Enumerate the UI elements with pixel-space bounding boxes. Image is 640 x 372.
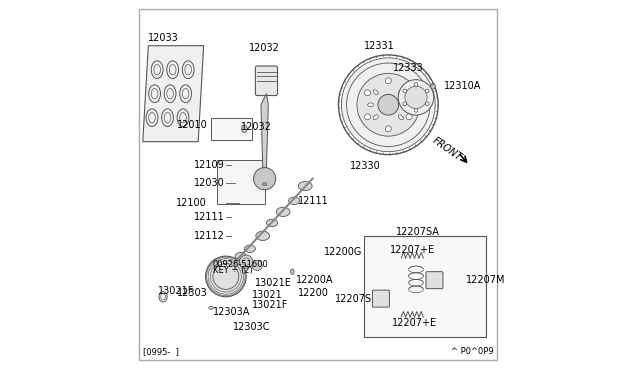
Text: [0995-  ]: [0995- ] [143, 347, 179, 356]
Ellipse shape [373, 115, 378, 120]
Ellipse shape [367, 103, 374, 107]
Ellipse shape [235, 253, 246, 260]
Text: 12303: 12303 [177, 288, 208, 298]
Bar [364, 236, 486, 337]
Text: 12111: 12111 [194, 212, 225, 222]
Text: 12032: 12032 [241, 122, 271, 132]
Text: 12109: 12109 [194, 160, 225, 170]
Ellipse shape [256, 231, 269, 240]
Circle shape [426, 89, 429, 93]
Ellipse shape [398, 115, 403, 120]
Circle shape [406, 114, 412, 120]
Circle shape [365, 90, 371, 96]
Circle shape [378, 94, 399, 115]
Text: 12303C: 12303C [233, 322, 271, 332]
Text: 12200A: 12200A [296, 275, 333, 285]
Text: 12207+E: 12207+E [392, 318, 436, 328]
Text: 13021F: 13021F [157, 286, 194, 296]
Text: 13021F: 13021F [252, 300, 288, 310]
Circle shape [414, 109, 418, 112]
Circle shape [426, 102, 429, 106]
Text: 12310A: 12310A [444, 81, 481, 91]
Text: 12303A: 12303A [213, 307, 250, 317]
Text: ^ P0^0P9: ^ P0^0P9 [451, 347, 493, 356]
Text: 12200G: 12200G [324, 247, 362, 257]
FancyBboxPatch shape [426, 272, 443, 289]
Text: 00926-51600: 00926-51600 [213, 260, 269, 269]
Ellipse shape [373, 90, 378, 95]
Text: 13021: 13021 [252, 290, 282, 300]
Text: 12207M: 12207M [466, 275, 506, 285]
Text: 12033: 12033 [148, 33, 179, 43]
Circle shape [403, 89, 406, 93]
Ellipse shape [291, 269, 294, 275]
Ellipse shape [431, 83, 435, 89]
Ellipse shape [276, 207, 290, 217]
Circle shape [205, 256, 246, 297]
Ellipse shape [298, 182, 312, 190]
Ellipse shape [244, 245, 255, 253]
Text: 12111: 12111 [298, 196, 328, 206]
Text: 12207S: 12207S [335, 294, 372, 304]
Text: 12100: 12100 [175, 198, 206, 208]
Ellipse shape [262, 183, 267, 186]
Circle shape [341, 58, 435, 152]
Ellipse shape [398, 90, 403, 95]
Text: KEY ÷ (2): KEY ÷ (2) [213, 266, 253, 275]
Circle shape [385, 78, 391, 84]
Ellipse shape [209, 307, 213, 310]
Circle shape [406, 90, 412, 96]
Text: FRONT: FRONT [431, 135, 464, 163]
Text: 12032: 12032 [249, 42, 280, 52]
FancyBboxPatch shape [255, 66, 278, 96]
Circle shape [398, 80, 434, 115]
Circle shape [239, 255, 253, 268]
Bar [211, 118, 252, 140]
Text: 13021E: 13021E [255, 278, 292, 288]
Text: 12200: 12200 [298, 288, 329, 298]
Circle shape [365, 114, 371, 120]
Text: 12010: 12010 [177, 120, 207, 130]
Text: 12330: 12330 [349, 161, 380, 171]
Text: 12030: 12030 [194, 178, 225, 188]
Bar [216, 160, 264, 205]
Circle shape [252, 260, 262, 270]
Polygon shape [143, 46, 204, 142]
Circle shape [403, 102, 406, 106]
Text: 12331: 12331 [364, 41, 394, 51]
Ellipse shape [403, 103, 409, 107]
Ellipse shape [241, 125, 247, 132]
Circle shape [253, 167, 276, 190]
Ellipse shape [289, 197, 300, 205]
Text: 12112: 12112 [194, 231, 225, 241]
Circle shape [385, 126, 391, 132]
Circle shape [357, 73, 420, 136]
Text: 12207SA: 12207SA [396, 227, 440, 237]
FancyBboxPatch shape [372, 290, 389, 307]
Text: 12207+E: 12207+E [390, 244, 435, 254]
Circle shape [405, 86, 427, 109]
Ellipse shape [266, 219, 278, 227]
Polygon shape [261, 94, 268, 167]
Circle shape [414, 83, 418, 86]
Text: 12333: 12333 [393, 63, 424, 73]
